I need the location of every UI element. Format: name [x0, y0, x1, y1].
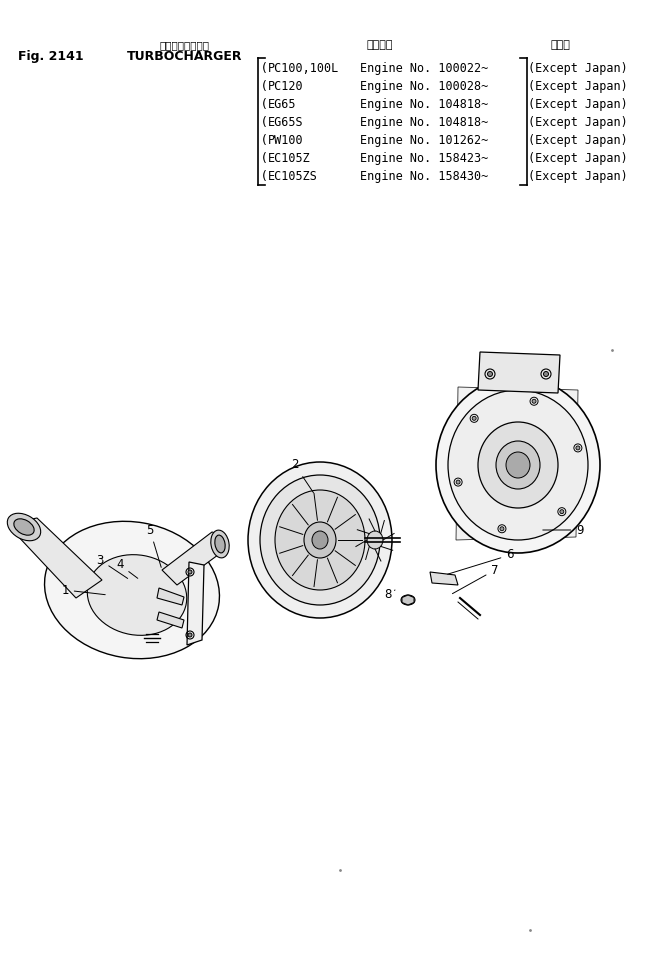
Text: Fig. 2141: Fig. 2141 [18, 50, 84, 63]
Ellipse shape [87, 555, 187, 636]
Ellipse shape [560, 509, 564, 513]
Text: 1: 1 [61, 583, 105, 597]
Text: PC120: PC120 [268, 80, 304, 93]
Ellipse shape [506, 452, 530, 478]
Text: Engine No. 158423~: Engine No. 158423~ [360, 152, 488, 165]
Text: ターボチャージャ: ターボチャージャ [160, 40, 210, 50]
Text: Engine No. 158430~: Engine No. 158430~ [360, 170, 488, 183]
Text: 3: 3 [96, 553, 128, 578]
Ellipse shape [275, 490, 365, 590]
Ellipse shape [215, 536, 225, 553]
Polygon shape [157, 612, 184, 628]
Ellipse shape [401, 595, 415, 605]
Text: (: ( [262, 116, 267, 129]
Text: (: ( [262, 80, 267, 93]
Text: PW100: PW100 [268, 134, 304, 147]
Polygon shape [162, 532, 222, 585]
Text: 2: 2 [291, 459, 313, 493]
Polygon shape [187, 562, 204, 645]
Ellipse shape [248, 462, 392, 618]
Ellipse shape [496, 441, 540, 489]
Polygon shape [14, 518, 102, 598]
Text: (: ( [262, 134, 267, 147]
Text: 5: 5 [146, 524, 161, 568]
Text: Engine No. 104818~: Engine No. 104818~ [360, 98, 488, 111]
Text: (Except Japan): (Except Japan) [528, 134, 628, 147]
Polygon shape [430, 572, 458, 585]
Ellipse shape [14, 519, 34, 536]
Text: 適用号機: 適用号機 [367, 40, 393, 50]
Ellipse shape [543, 371, 549, 376]
Text: 8: 8 [384, 588, 395, 602]
Text: (: ( [262, 98, 267, 111]
Ellipse shape [367, 531, 383, 549]
Text: (Except Japan): (Except Japan) [528, 62, 628, 75]
Polygon shape [456, 387, 578, 540]
Text: 9: 9 [543, 524, 584, 537]
Text: 4: 4 [116, 559, 138, 578]
Text: Engine No. 101262~: Engine No. 101262~ [360, 134, 488, 147]
Ellipse shape [188, 570, 192, 574]
Ellipse shape [312, 531, 328, 549]
Text: PC100,100L: PC100,100L [268, 62, 339, 75]
Text: (Except Japan): (Except Japan) [528, 116, 628, 129]
Text: (Except Japan): (Except Japan) [528, 80, 628, 93]
Polygon shape [478, 352, 560, 393]
Ellipse shape [487, 371, 493, 376]
Text: (: ( [262, 170, 267, 183]
Text: (: ( [262, 62, 267, 75]
Text: (Except Japan): (Except Japan) [528, 170, 628, 183]
Ellipse shape [211, 530, 229, 558]
Ellipse shape [436, 377, 600, 553]
Text: Engine No. 100028~: Engine No. 100028~ [360, 80, 488, 93]
Ellipse shape [532, 399, 536, 403]
Text: EG65S: EG65S [268, 116, 304, 129]
Ellipse shape [304, 522, 336, 558]
Ellipse shape [45, 521, 219, 659]
Text: 7: 7 [452, 564, 499, 594]
Ellipse shape [478, 422, 558, 508]
Polygon shape [157, 588, 184, 605]
Text: 海外向: 海外向 [550, 40, 570, 50]
Ellipse shape [7, 513, 41, 540]
Text: EG65: EG65 [268, 98, 297, 111]
Text: Engine No. 104818~: Engine No. 104818~ [360, 116, 488, 129]
Text: TURBOCHARGER: TURBOCHARGER [127, 50, 243, 63]
Polygon shape [402, 595, 414, 605]
Text: (: ( [262, 152, 267, 165]
Ellipse shape [448, 390, 588, 540]
Text: Engine No. 100022~: Engine No. 100022~ [360, 62, 488, 75]
Ellipse shape [456, 480, 460, 484]
Ellipse shape [472, 416, 476, 420]
Text: (Except Japan): (Except Japan) [528, 152, 628, 165]
Text: EC105Z: EC105Z [268, 152, 311, 165]
Ellipse shape [188, 633, 192, 637]
Text: (Except Japan): (Except Japan) [528, 98, 628, 111]
Text: EC105ZS: EC105ZS [268, 170, 318, 183]
Ellipse shape [500, 527, 504, 531]
Ellipse shape [576, 446, 580, 450]
Ellipse shape [260, 475, 380, 605]
Text: 6: 6 [448, 548, 514, 574]
